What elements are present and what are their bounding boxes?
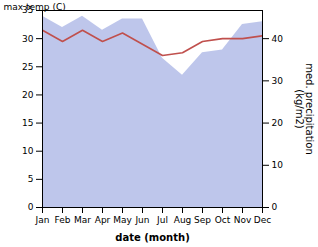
svg-text:10: 10 [22, 146, 34, 156]
svg-text:date (month): date (month) [115, 232, 189, 243]
svg-text:Nov: Nov [234, 215, 252, 225]
svg-text:Dec: Dec [254, 215, 271, 225]
svg-text:15: 15 [22, 118, 33, 128]
svg-text:max temp (C): max temp (C) [4, 2, 66, 12]
svg-text:0: 0 [28, 202, 34, 212]
svg-text:Oct: Oct [215, 215, 231, 225]
svg-text:20: 20 [22, 90, 34, 100]
svg-text:Apr: Apr [95, 215, 111, 225]
svg-text:Aug: Aug [174, 215, 192, 225]
svg-text:Jan: Jan [35, 215, 50, 225]
svg-text:Jul: Jul [156, 215, 168, 225]
svg-text:30: 30 [272, 76, 284, 86]
svg-text:0: 0 [272, 202, 278, 212]
svg-text:10: 10 [272, 160, 284, 170]
svg-text:5: 5 [28, 174, 34, 184]
svg-text:Feb: Feb [55, 215, 71, 225]
svg-text:Sep: Sep [194, 215, 211, 225]
svg-text:25: 25 [22, 62, 33, 72]
svg-text:med. precipitation(kg/m2): med. precipitation(kg/m2) [294, 63, 315, 155]
svg-text:20: 20 [272, 118, 284, 128]
svg-text:May: May [113, 215, 132, 225]
svg-text:Mar: Mar [74, 215, 91, 225]
svg-text:30: 30 [22, 34, 34, 44]
svg-text:Jun: Jun [134, 215, 149, 225]
svg-text:40: 40 [272, 34, 284, 44]
